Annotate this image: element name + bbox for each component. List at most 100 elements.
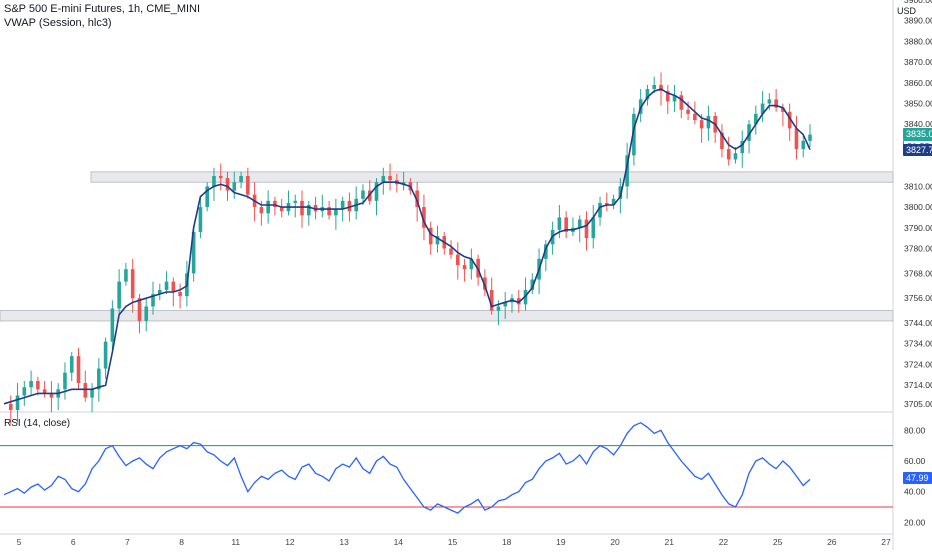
price-tick-label: 3860.00 bbox=[904, 78, 932, 88]
currency-label[interactable]: USD bbox=[896, 6, 916, 16]
candle-body bbox=[726, 149, 731, 160]
candle-body bbox=[63, 372, 67, 390]
time-tick-label: 18 bbox=[502, 537, 512, 547]
price-tick-label: 3890.00 bbox=[904, 16, 932, 26]
vwap-indicator-label[interactable]: VWAP (Session, hlc3) bbox=[4, 17, 112, 29]
candle-body bbox=[22, 387, 27, 396]
candle-body bbox=[144, 306, 149, 321]
time-tick-label: 27 bbox=[881, 537, 891, 547]
candle-body bbox=[381, 176, 386, 183]
candle-body bbox=[632, 113, 636, 156]
price-tick-label: 3724.00 bbox=[904, 359, 932, 369]
candle-body bbox=[577, 219, 582, 228]
price-tick-label: 3850.00 bbox=[904, 99, 932, 109]
price-tick-label: 3744.00 bbox=[904, 318, 932, 328]
price-axis[interactable]: 3890.00 3880.00 3870.00 3860.00 3850.00 3840.… bbox=[904, 0, 932, 409]
candle-body bbox=[212, 176, 216, 187]
candle-body bbox=[605, 202, 609, 205]
candle-body bbox=[530, 279, 535, 290]
candle-body bbox=[137, 298, 142, 321]
rsi-indicator-label[interactable]: RSI (14, close) bbox=[4, 418, 71, 429]
candle-body bbox=[428, 227, 433, 245]
zone-1 bbox=[0, 310, 894, 322]
candle-body bbox=[151, 294, 155, 307]
candle-body bbox=[415, 190, 419, 208]
candle-body bbox=[693, 113, 697, 121]
candle-body bbox=[36, 381, 40, 390]
candle-body bbox=[313, 205, 318, 212]
price-tick-label: 3800.00 bbox=[904, 202, 932, 212]
rsi-axis[interactable]: 80.00 60.00 40.00 20.00 bbox=[904, 425, 926, 527]
candle-body bbox=[469, 258, 474, 270]
candle-body bbox=[679, 95, 684, 110]
candle-body bbox=[76, 356, 81, 384]
price-tick-label: 3790.00 bbox=[904, 223, 932, 233]
time-tick-label: 5 bbox=[17, 537, 22, 547]
candle-body bbox=[42, 389, 47, 394]
candle-body bbox=[103, 341, 108, 369]
price-tick-label: 3840.00 bbox=[904, 119, 932, 129]
candle-body bbox=[327, 207, 331, 216]
candle-body bbox=[652, 84, 657, 90]
time-tick-label: 8 bbox=[179, 537, 184, 547]
candle-body bbox=[388, 176, 392, 181]
candle-body bbox=[239, 176, 243, 183]
candle-body bbox=[90, 389, 94, 398]
candle-body bbox=[171, 281, 176, 292]
time-tick-label: 14 bbox=[394, 537, 404, 547]
candle-body bbox=[449, 248, 453, 255]
time-tick-label: 22 bbox=[719, 537, 729, 547]
candle-body bbox=[801, 140, 806, 150]
time-tick-label: 13 bbox=[339, 537, 349, 547]
candle-body bbox=[435, 236, 440, 245]
candle-body bbox=[496, 306, 501, 311]
candle-body bbox=[699, 120, 704, 129]
candle-body bbox=[747, 124, 751, 141]
vwap-line bbox=[3, 88, 811, 405]
candle-body bbox=[218, 176, 223, 179]
candle-body bbox=[259, 207, 264, 214]
candle-body bbox=[767, 99, 772, 104]
candle-body bbox=[401, 182, 406, 185]
time-tick-label: 12 bbox=[285, 537, 295, 547]
rsi-tick-label: 60.00 bbox=[904, 456, 926, 466]
time-axis[interactable]: 5 6 7 8 11 12 13 14 15 18 19 20 21 22 25 26 27 bbox=[17, 537, 891, 547]
candle-body bbox=[334, 209, 338, 216]
candle-body bbox=[665, 91, 670, 102]
candle-body bbox=[598, 202, 602, 218]
candle-body bbox=[205, 186, 209, 208]
candle-body bbox=[706, 115, 711, 129]
time-tick-label: 20 bbox=[610, 537, 620, 547]
symbol-title[interactable]: S&P 500 E-mini Futures, 1h, CME_MINI bbox=[4, 3, 201, 15]
time-tick-label: 7 bbox=[125, 537, 130, 547]
candle-body bbox=[625, 155, 629, 187]
candle-body bbox=[374, 182, 379, 201]
time-tick-label: 26 bbox=[827, 537, 837, 547]
candle-body bbox=[124, 269, 128, 282]
price-tick-label: 3756.00 bbox=[904, 293, 932, 303]
candle-body bbox=[97, 368, 101, 390]
candle-body bbox=[564, 217, 568, 232]
candle-body bbox=[191, 231, 196, 274]
candle-body bbox=[686, 109, 690, 114]
candle-body bbox=[306, 205, 311, 216]
candle-body bbox=[659, 84, 663, 92]
time-tick-label: 21 bbox=[665, 537, 675, 547]
zone-0 bbox=[90, 171, 894, 183]
candle-body bbox=[422, 207, 426, 228]
price-tick-label-top: 3900.00 bbox=[904, 0, 932, 5]
candle-body bbox=[774, 99, 778, 108]
rsi-value-tag: 47.99 bbox=[903, 472, 932, 485]
candle-body bbox=[462, 265, 467, 270]
candle-body bbox=[198, 207, 203, 232]
price-tick-label: 3870.00 bbox=[904, 57, 932, 67]
last-price-tag: 3835.00 bbox=[903, 127, 932, 140]
candle-body bbox=[232, 182, 237, 191]
time-tick-label: 6 bbox=[71, 537, 76, 547]
candle-body bbox=[781, 107, 785, 112]
candle-body bbox=[740, 140, 745, 154]
candle-body bbox=[157, 289, 162, 295]
candle-body bbox=[503, 302, 508, 307]
